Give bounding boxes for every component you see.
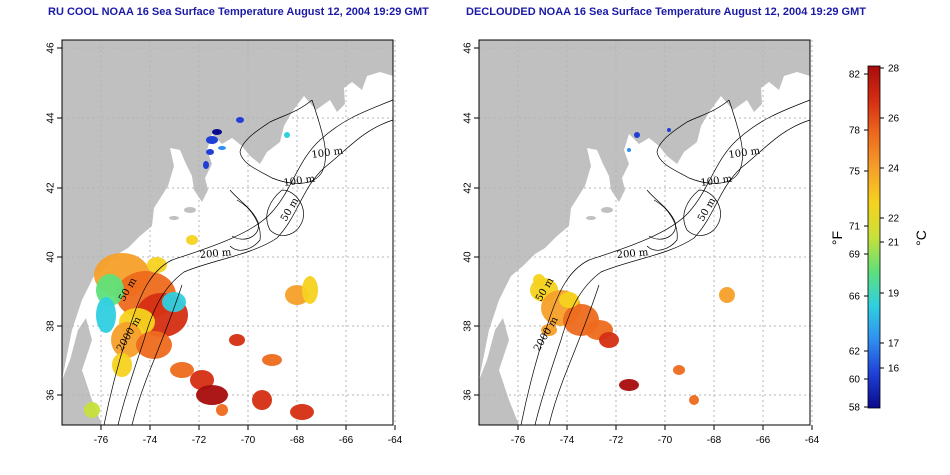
x-tick-label: -72: [192, 435, 207, 446]
land-mass: [479, 40, 810, 380]
contour-label: 100 m: [700, 174, 733, 189]
celsius-tick: 26: [888, 114, 900, 125]
x-tick-label: -74: [560, 435, 575, 446]
x-tick-label: -76: [511, 435, 526, 446]
celsius-tick: 17: [888, 339, 900, 350]
y-tick-label: 40: [46, 251, 57, 263]
y-tick-label: 36: [46, 389, 57, 401]
bathymetry-contours: [520, 99, 811, 426]
x-tick-label: -66: [756, 435, 771, 446]
contour-label: 100 m: [728, 146, 761, 161]
fahrenheit-unit-label: °F: [829, 231, 845, 245]
y-tick-label: 36: [463, 389, 474, 401]
bathymetry-contours: [103, 99, 394, 426]
island: [169, 216, 179, 220]
island: [601, 207, 613, 213]
y-tick-label: 46: [46, 42, 57, 54]
celsius-tick: 21: [888, 238, 900, 249]
x-tick-label: -66: [339, 435, 354, 446]
island: [586, 216, 596, 220]
y-tick-label: 38: [463, 320, 474, 332]
x-tick-label: -70: [658, 435, 673, 446]
fahrenheit-tick: 71: [849, 222, 861, 233]
y-tick-label: 44: [463, 112, 474, 124]
celsius-tick: 19: [888, 289, 900, 300]
fahrenheit-tick: 75: [849, 167, 861, 178]
y-tick-label: 44: [46, 112, 57, 124]
lake: [774, 128, 784, 152]
fahrenheit-tick: 69: [849, 250, 861, 261]
map-frame: [478, 39, 811, 426]
x-tick-label: -64: [805, 435, 820, 446]
fahrenheit-tick: 58: [849, 403, 861, 414]
left-panel-title: RU COOL NOAA 16 Sea Surface Temperature …: [48, 6, 429, 18]
fahrenheit-tick: 82: [849, 70, 861, 81]
contour-label: 100 m: [311, 146, 344, 161]
contour-label: 200 m: [199, 247, 232, 261]
grid-lines: [479, 40, 813, 425]
island: [184, 207, 196, 213]
celsius-unit-label: °C: [913, 230, 929, 246]
celsius-tick: 28: [888, 64, 900, 75]
fahrenheit-tick: 60: [849, 375, 861, 386]
sst-patches: [84, 117, 318, 420]
right-panel-title: DECLOUDED NOAA 16 Sea Surface Temperatur…: [466, 6, 866, 18]
fahrenheit-tick: 66: [849, 292, 861, 303]
x-tick-label: -64: [388, 435, 403, 446]
land-mass-south: [479, 318, 519, 425]
x-tick-label: -76: [94, 435, 109, 446]
contour-label: 100 m: [283, 174, 316, 189]
colorbar: 82 78 75 71 69 66 62 60 58 28 26 24 22 21 19 17 16 °F °C: [829, 64, 929, 414]
y-tick-label: 42: [463, 182, 474, 194]
x-tick-label: -68: [707, 435, 722, 446]
x-tick-label: -72: [609, 435, 624, 446]
y-tick-label: 38: [46, 320, 57, 332]
y-tick-label: 40: [463, 251, 474, 263]
sst-patches: [530, 128, 735, 405]
celsius-tick: 24: [888, 164, 900, 175]
y-tick-label: 42: [46, 182, 57, 194]
celsius-tick: 22: [888, 214, 900, 225]
colorbar-scale: [867, 65, 881, 409]
x-tick-label: -68: [290, 435, 305, 446]
lake: [357, 128, 367, 152]
contour-label: 200 m: [616, 247, 649, 261]
map-frame: [61, 39, 394, 426]
y-tick-label: 46: [463, 42, 474, 54]
x-tick-label: -70: [241, 435, 256, 446]
land-mass: [62, 40, 393, 380]
fahrenheit-tick: 62: [849, 347, 861, 358]
celsius-tick: 16: [888, 364, 900, 375]
land-mass-south: [62, 318, 102, 425]
x-tick-label: -74: [143, 435, 158, 446]
fahrenheit-tick: 78: [849, 126, 861, 137]
